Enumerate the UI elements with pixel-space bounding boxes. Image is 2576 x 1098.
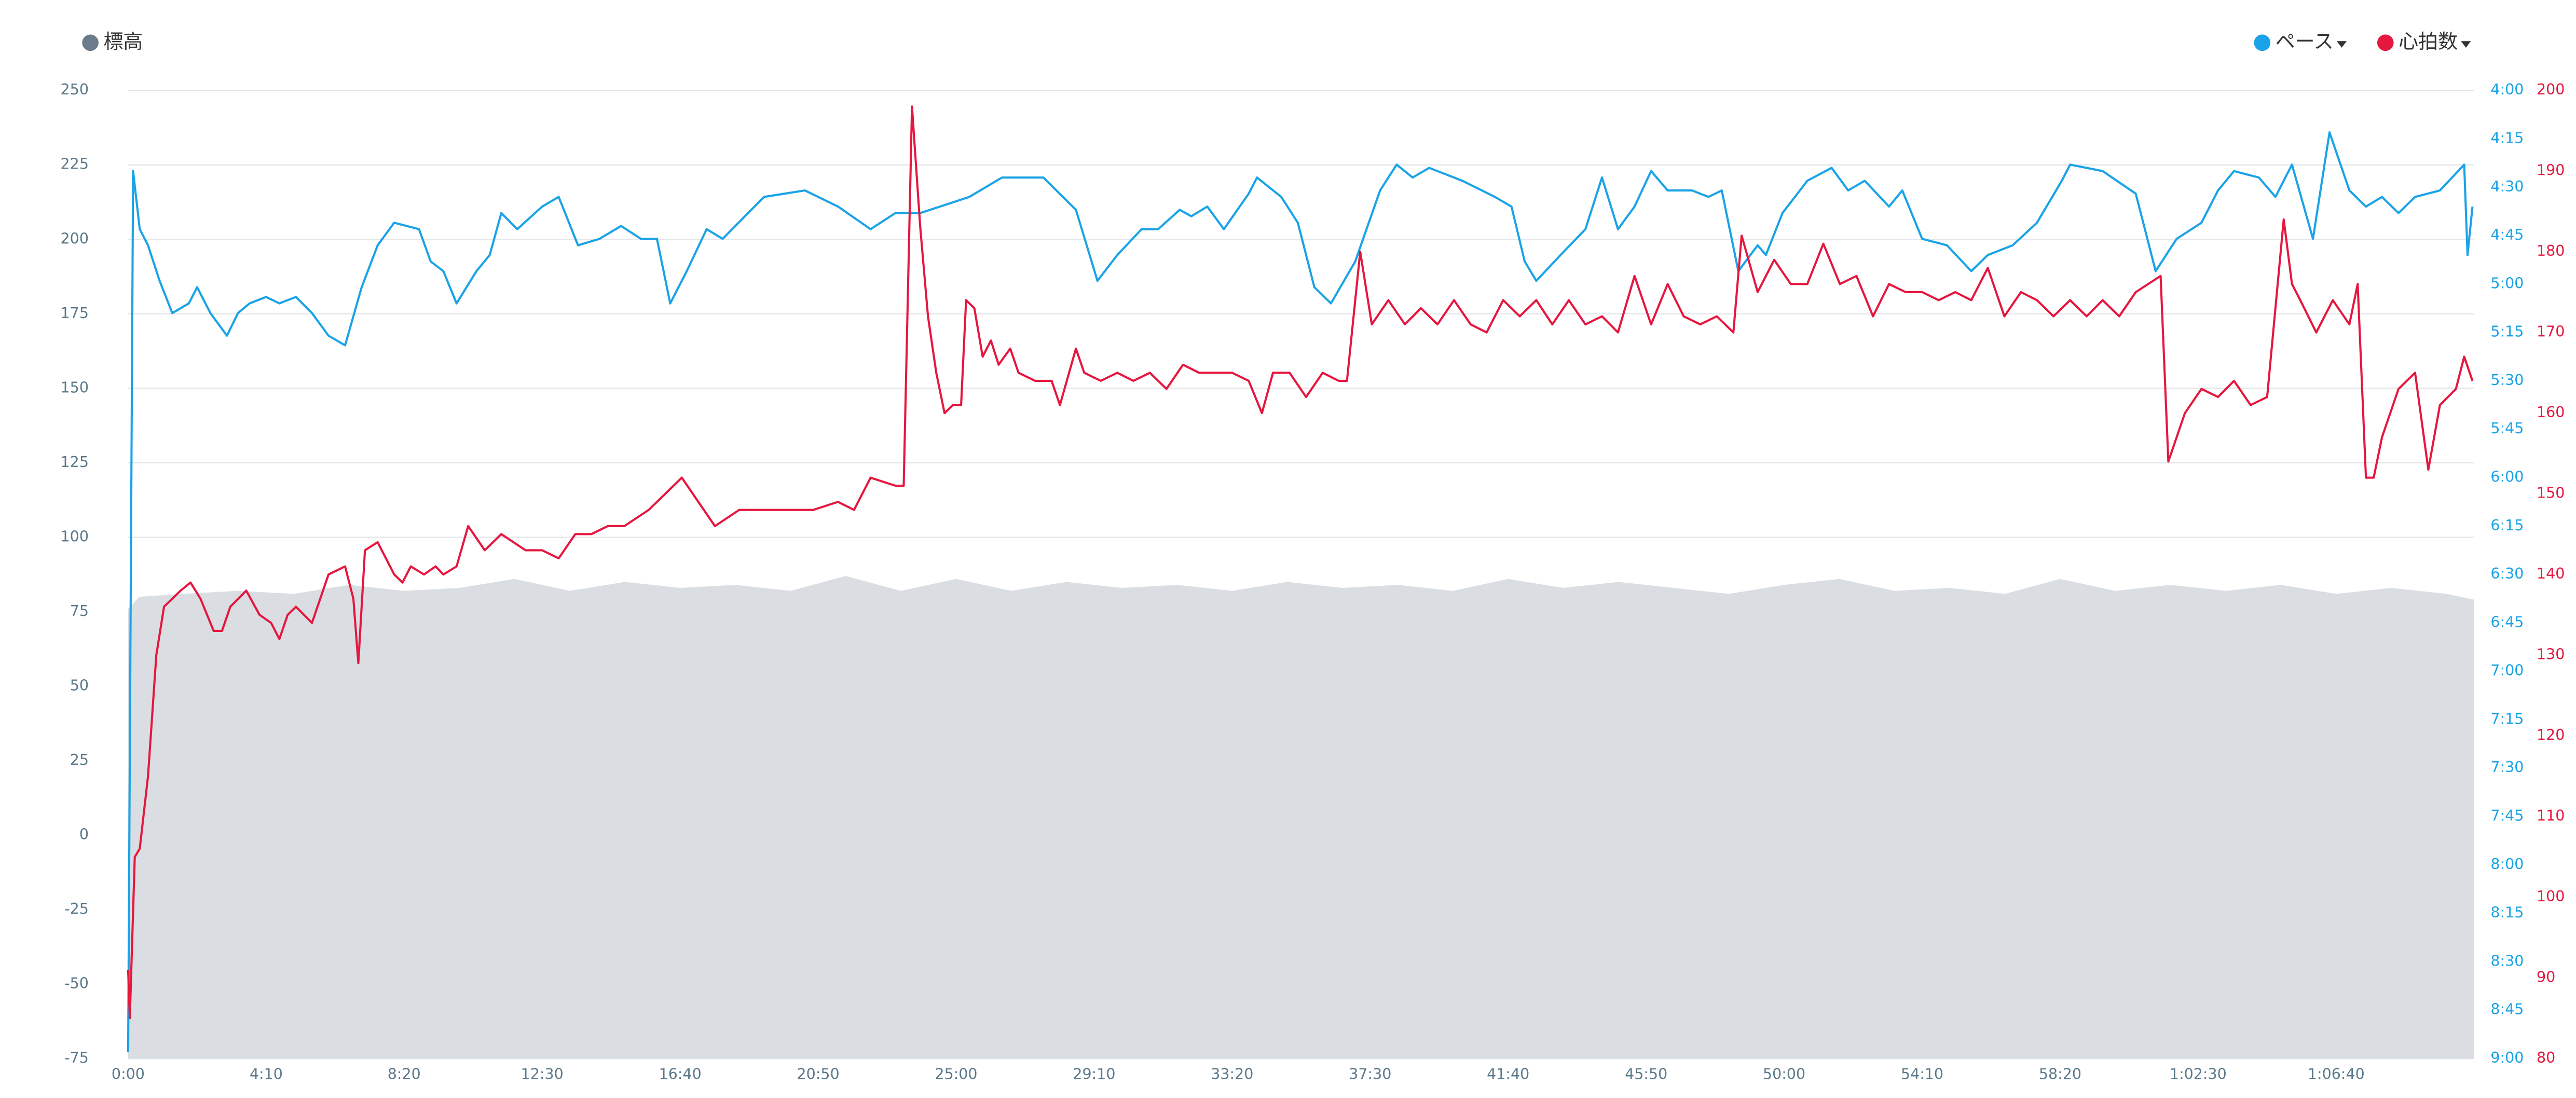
y3-tick-label: 80 bbox=[2537, 1049, 2555, 1066]
y2-tick-label: 8:45 bbox=[2490, 1001, 2524, 1018]
x-tick-label: 12:30 bbox=[521, 1066, 564, 1083]
y2-tick-label: 6:00 bbox=[2490, 469, 2524, 486]
y2-tick-label: 6:45 bbox=[2490, 613, 2524, 630]
x-tick-label: 41:40 bbox=[1487, 1066, 1529, 1083]
x-tick-label: 20:50 bbox=[797, 1066, 840, 1083]
y-tick-label: 0 bbox=[79, 826, 89, 843]
y2-tick-label: 9:00 bbox=[2490, 1049, 2524, 1066]
y-tick-label: 175 bbox=[61, 305, 89, 322]
legend-label[interactable]: ペース bbox=[2276, 30, 2334, 53]
y2-tick-label: 6:30 bbox=[2490, 565, 2524, 582]
x-tick-label: 8:20 bbox=[388, 1066, 421, 1083]
y2-tick-label: 4:00 bbox=[2490, 81, 2524, 98]
y-tick-label: -75 bbox=[64, 1049, 89, 1066]
x-tick-label: 50:00 bbox=[1763, 1066, 1805, 1083]
x-tick-label: 1:02:30 bbox=[2170, 1066, 2227, 1083]
y-tick-label: 225 bbox=[61, 156, 89, 173]
x-tick-label: 25:00 bbox=[935, 1066, 977, 1083]
labels: -75 -50 -25 0 25 50 75 100 125 150 175 200 225 250 4:0… bbox=[61, 30, 2565, 1083]
x-tick-label: 4:10 bbox=[250, 1066, 283, 1083]
y2-tick-label: 4:45 bbox=[2490, 226, 2524, 243]
y3-tick-label: 120 bbox=[2537, 726, 2565, 744]
legend-label[interactable]: 心拍数 bbox=[2399, 30, 2458, 53]
dropdown-caret[interactable] bbox=[2337, 41, 2347, 48]
y-tick-label: 50 bbox=[70, 677, 89, 694]
y3-tick-label: 170 bbox=[2537, 323, 2565, 340]
x-tick-label: 1:06:40 bbox=[2308, 1066, 2365, 1083]
y-tick-label: -25 bbox=[64, 900, 89, 917]
y3-tick-label: 150 bbox=[2537, 485, 2565, 502]
x-tick-label: 45:50 bbox=[1625, 1066, 1667, 1083]
y3-tick-label: 160 bbox=[2537, 404, 2565, 421]
legend-marker[interactable] bbox=[2377, 34, 2394, 51]
legend-marker[interactable] bbox=[82, 34, 99, 51]
y-tick-label: -50 bbox=[64, 975, 89, 992]
y3-tick-label: 130 bbox=[2537, 646, 2565, 663]
x-tick-label: 37:30 bbox=[1349, 1066, 1391, 1083]
y3-tick-label: 180 bbox=[2537, 242, 2565, 259]
y2-tick-label: 4:30 bbox=[2490, 178, 2524, 195]
x-tick-label: 33:20 bbox=[1211, 1066, 1253, 1083]
elevation-area bbox=[128, 575, 2474, 1059]
legend-marker[interactable] bbox=[2254, 34, 2271, 51]
y2-tick-label: 7:30 bbox=[2490, 759, 2524, 776]
series-line bbox=[127, 105, 2474, 1020]
y3-tick-label: 190 bbox=[2537, 162, 2565, 179]
y3-tick-label: 90 bbox=[2537, 968, 2555, 985]
dropdown-caret[interactable] bbox=[2461, 41, 2471, 48]
y3-tick-label: 140 bbox=[2537, 565, 2565, 582]
x-tick-label: 0:00 bbox=[112, 1066, 145, 1083]
x-tick-label: 16:40 bbox=[659, 1066, 702, 1083]
x-tick-label: 29:10 bbox=[1073, 1066, 1115, 1083]
y-tick-label: 200 bbox=[61, 230, 89, 247]
x-tick-label: 58:20 bbox=[2039, 1066, 2081, 1083]
y2-tick-label: 8:15 bbox=[2490, 904, 2524, 921]
y2-tick-label: 7:15 bbox=[2490, 710, 2524, 728]
legend-label[interactable]: 標高 bbox=[103, 30, 143, 53]
y2-tick-label: 5:45 bbox=[2490, 420, 2524, 437]
x-tick-label: 54:10 bbox=[1901, 1066, 1943, 1083]
y-tick-label: 100 bbox=[61, 528, 89, 545]
y2-tick-label: 6:15 bbox=[2490, 517, 2524, 534]
y2-tick-label: 5:00 bbox=[2490, 274, 2524, 292]
y-tick-label: 150 bbox=[61, 379, 89, 396]
y2-tick-label: 5:30 bbox=[2490, 372, 2524, 389]
y2-tick-label: 4:15 bbox=[2490, 130, 2524, 147]
y-tick-label: 25 bbox=[70, 751, 89, 768]
y2-tick-label: 7:45 bbox=[2490, 807, 2524, 825]
y-tick-label: 125 bbox=[61, 454, 89, 471]
y3-tick-label: 100 bbox=[2537, 888, 2565, 905]
y3-tick-label: 110 bbox=[2537, 807, 2565, 825]
y2-tick-label: 5:15 bbox=[2490, 323, 2524, 340]
y2-tick-label: 8:00 bbox=[2490, 856, 2524, 873]
y-tick-label: 75 bbox=[70, 602, 89, 620]
y-tick-label: 250 bbox=[61, 81, 89, 98]
plot bbox=[127, 105, 2474, 1059]
y2-tick-label: 7:00 bbox=[2490, 662, 2524, 679]
series-line bbox=[127, 131, 2474, 1052]
y2-tick-label: 8:30 bbox=[2490, 952, 2524, 969]
y3-tick-label: 200 bbox=[2537, 81, 2565, 98]
